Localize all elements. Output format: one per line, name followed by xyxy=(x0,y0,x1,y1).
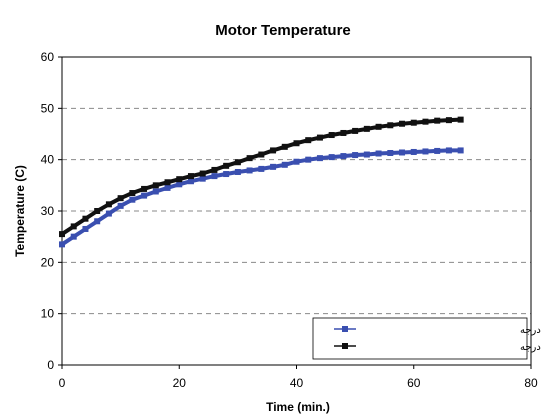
y-tick-label: 30 xyxy=(41,204,55,218)
y-tick-label: 50 xyxy=(41,101,55,115)
data-point xyxy=(82,215,89,222)
data-point xyxy=(234,168,241,175)
data-point xyxy=(246,155,253,162)
legend-label: میزان حرارت بدون دستگاه ۴۸ درجه xyxy=(520,341,544,353)
y-tick-label: 10 xyxy=(41,307,55,321)
data-point xyxy=(305,156,312,163)
data-point xyxy=(187,178,194,185)
grid xyxy=(62,107,531,315)
data-point xyxy=(234,159,241,166)
data-point xyxy=(422,118,429,125)
legend: میزان حرارت با دستگاه ۴۲ درجه میزان حرارت… xyxy=(312,317,544,360)
data-point xyxy=(340,129,347,136)
data-point xyxy=(328,132,335,139)
data-point xyxy=(176,176,183,183)
data-point xyxy=(457,147,464,154)
data-point xyxy=(152,188,159,195)
data-point xyxy=(223,162,230,169)
data-point xyxy=(164,184,171,191)
data-point xyxy=(399,120,406,127)
data-point xyxy=(211,173,218,180)
legend-marker xyxy=(342,326,348,332)
legend-box xyxy=(312,317,528,360)
series-2 xyxy=(59,116,464,238)
x-tick-label: 20 xyxy=(173,376,187,390)
data-point xyxy=(270,163,277,170)
data-point xyxy=(94,208,101,214)
data-point xyxy=(129,196,136,203)
data-point xyxy=(445,117,452,124)
data-point xyxy=(129,190,136,197)
data-point xyxy=(70,223,77,230)
y-tick-label: 40 xyxy=(41,153,55,167)
series xyxy=(59,116,464,248)
data-point xyxy=(211,166,218,173)
data-point xyxy=(94,218,101,225)
data-point xyxy=(328,154,335,161)
data-point xyxy=(352,127,359,134)
x-tick-label: 60 xyxy=(407,376,421,390)
data-point xyxy=(223,171,230,178)
data-point xyxy=(340,153,347,160)
y-axis-label: Temperature (C) xyxy=(13,165,27,257)
data-point xyxy=(281,161,288,168)
data-point xyxy=(305,137,312,144)
data-point xyxy=(293,158,300,165)
series-1 xyxy=(59,147,464,248)
data-point xyxy=(410,148,417,155)
data-point xyxy=(59,241,65,248)
data-point xyxy=(152,182,159,189)
data-point xyxy=(246,167,253,174)
y-tick-label: 60 xyxy=(41,50,55,64)
legend-label: میزان حرارت با دستگاه ۴۲ درجه xyxy=(520,324,544,336)
data-point xyxy=(199,170,206,177)
data-point xyxy=(258,151,265,158)
data-point xyxy=(457,116,464,123)
y-tick-label: 20 xyxy=(41,255,55,269)
data-point xyxy=(293,140,300,147)
data-point xyxy=(105,201,112,208)
data-point xyxy=(82,225,89,232)
data-point xyxy=(117,202,124,209)
data-point xyxy=(105,210,112,217)
data-point xyxy=(410,119,417,126)
data-point xyxy=(117,195,124,202)
data-point xyxy=(352,152,359,159)
x-tick-label: 80 xyxy=(524,376,538,390)
data-point xyxy=(434,117,441,124)
data-point xyxy=(422,148,429,155)
data-point xyxy=(375,123,382,130)
x-tick-label: 0 xyxy=(59,376,66,390)
ticks: 0 10 20 30 40 50 60 0 20 40 60 80 xyxy=(41,50,538,390)
data-point xyxy=(363,151,370,158)
data-point xyxy=(316,155,323,162)
data-point xyxy=(270,147,277,154)
data-point xyxy=(375,150,382,157)
legend-marker xyxy=(342,343,348,349)
data-point xyxy=(164,179,171,186)
data-point xyxy=(176,181,183,188)
y-tick-label: 0 xyxy=(47,358,54,372)
data-point xyxy=(363,125,370,132)
series-line xyxy=(60,117,461,236)
data-point xyxy=(141,185,148,192)
chart-title: Motor Temperature xyxy=(215,22,351,39)
data-point xyxy=(59,231,65,238)
data-point xyxy=(281,143,288,150)
data-point xyxy=(387,149,394,156)
x-axis-label: Time (min.) xyxy=(266,400,330,414)
data-point xyxy=(141,192,148,199)
data-point xyxy=(445,147,452,154)
data-point xyxy=(399,149,406,156)
data-point xyxy=(199,175,206,182)
x-tick-label: 40 xyxy=(290,376,304,390)
data-point xyxy=(70,233,77,240)
data-point xyxy=(187,173,194,180)
data-point xyxy=(316,134,323,141)
data-point xyxy=(387,122,394,129)
data-point xyxy=(258,165,265,172)
data-point xyxy=(434,147,441,154)
